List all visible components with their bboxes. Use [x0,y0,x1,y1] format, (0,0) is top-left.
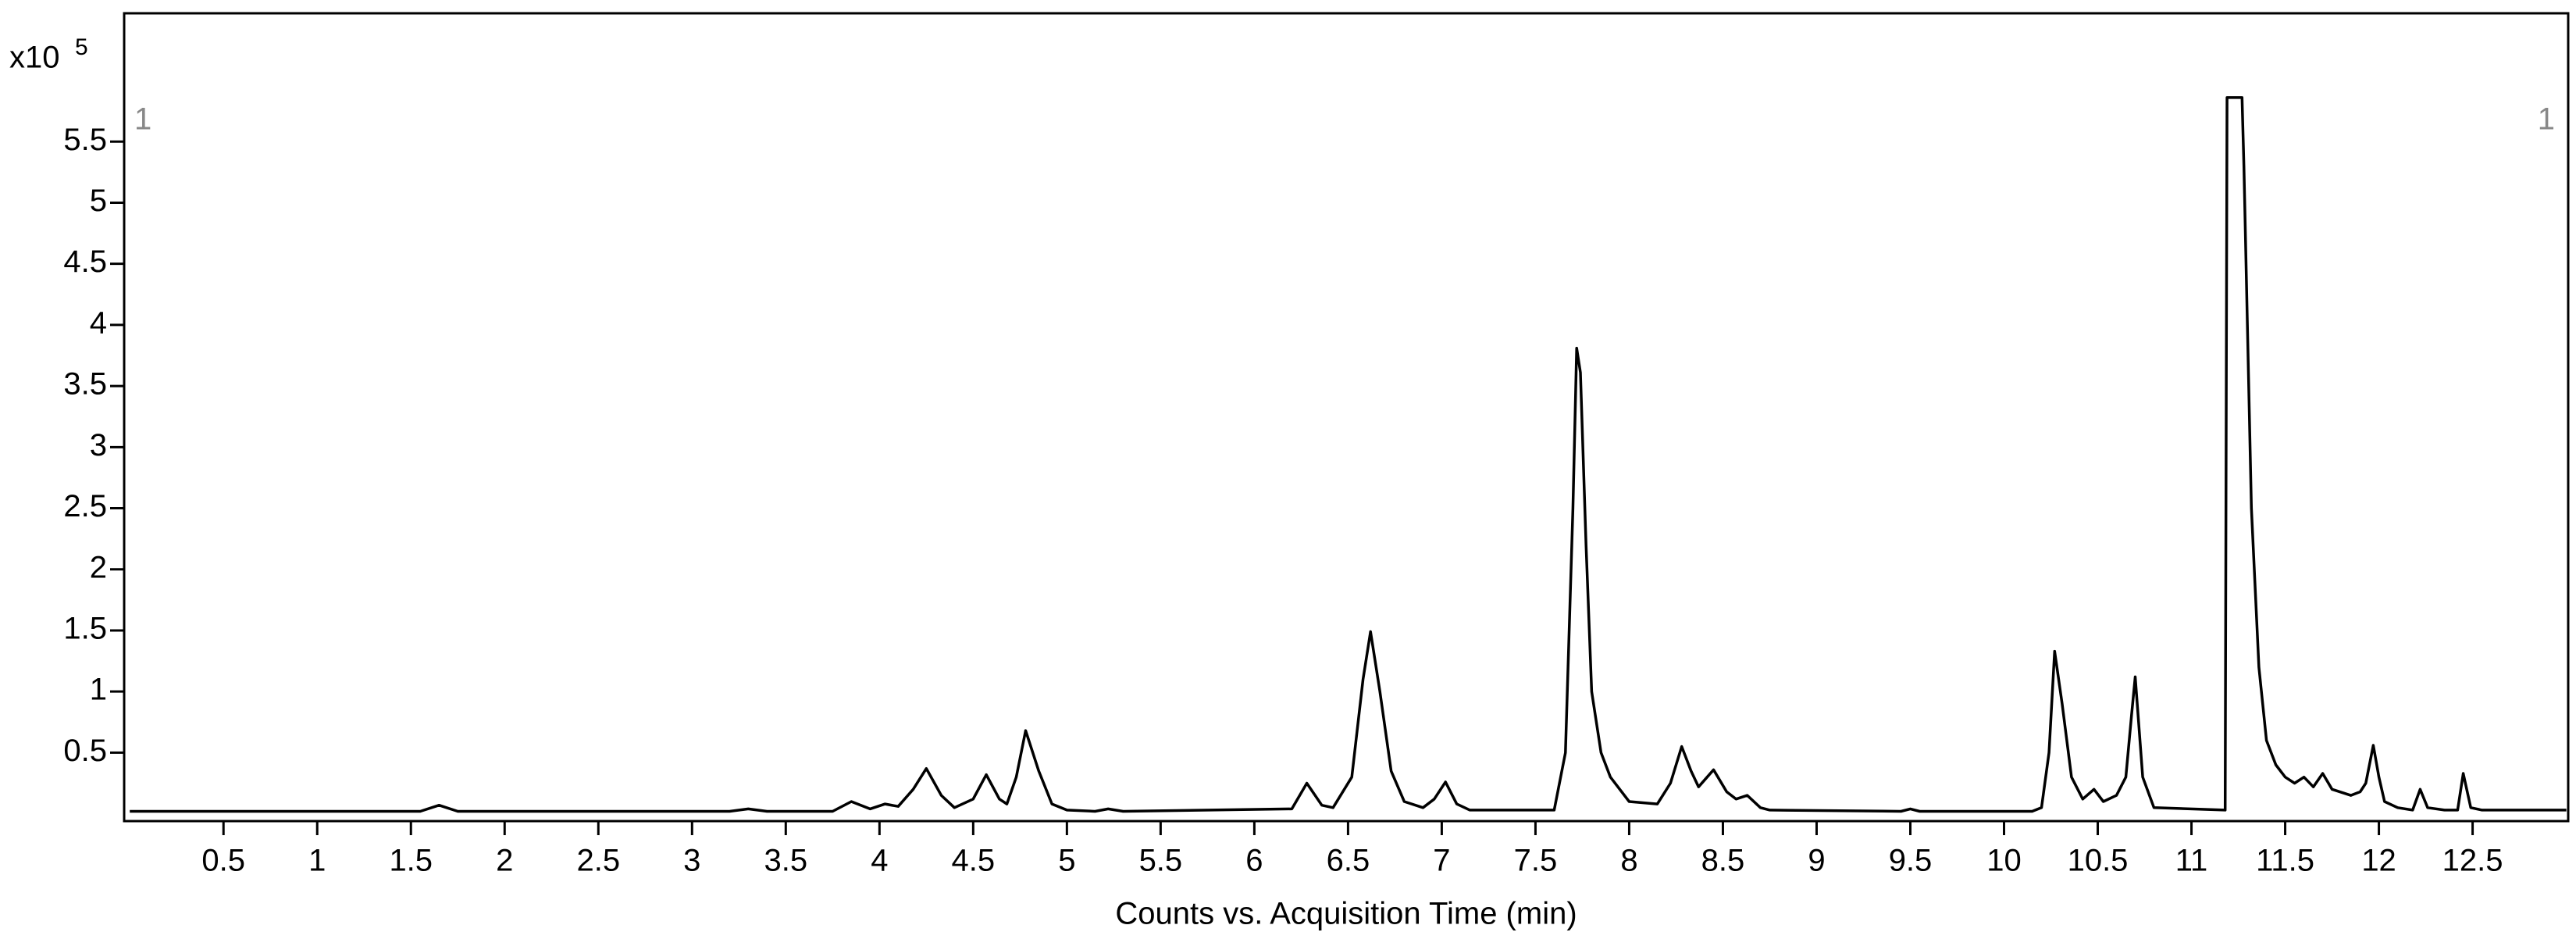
x-tick-label: 3.5 [764,844,808,878]
x-tick-label: 9.5 [1889,844,1933,878]
trace-label: 1 [134,102,151,137]
x-tick-label: 3 [683,844,700,878]
x-tick-label: 6.5 [1327,844,1370,878]
y-tick-label: 2.5 [63,489,107,523]
x-tick-label: 0.5 [201,844,245,878]
y-tick-label: 4.5 [63,245,107,279]
x-tick-label: 1.5 [389,844,433,878]
x-tick-label: 10 [1986,844,2022,878]
x-tick-label: 11 [2175,844,2208,878]
x-tick-label: 7.5 [1514,844,1558,878]
y-tick-label: 5 [90,184,107,218]
x-tick-label: 4 [871,844,888,878]
x-tick-label: 10.5 [2068,844,2129,878]
y-multiplier-exponent: 5 [75,34,88,60]
plot-frame [123,12,2570,823]
x-tick-label: 6 [1245,844,1263,878]
y-tick-label: 1.5 [63,612,107,646]
x-tick-label: 1 [308,844,326,878]
y-multiplier: x10 [9,41,60,75]
y-tick-label: 4 [90,305,107,340]
y-tick-label: 1 [90,673,107,707]
trace-line [130,96,2567,813]
trace-label: 1 [2538,102,2555,137]
y-tick-label: 3 [90,428,107,462]
x-tick-label: 2 [496,844,513,878]
x-tick-label: 11.5 [2256,844,2314,878]
x-tick-label: 12 [2361,844,2396,878]
x-tick-label: 12.5 [2442,844,2503,878]
x-tick-label: 2.5 [576,844,620,878]
x-axis-label: Counts vs. Acquisition Time (min) [1115,897,1577,931]
x-tick-label: 8.5 [1701,844,1745,878]
y-tick-label: 5.5 [63,123,107,157]
x-tick-label: 7 [1433,844,1450,878]
y-tick-label: 2 [90,550,107,584]
x-tick-label: 9 [1808,844,1825,878]
x-tick-label: 5.5 [1139,844,1183,878]
y-tick-label: 0.5 [63,734,107,768]
x-tick-label: 5 [1058,844,1075,878]
x-tick-label: 8 [1620,844,1637,878]
y-tick-label: 3.5 [63,367,107,402]
x-tick-label: 4.5 [952,844,996,878]
